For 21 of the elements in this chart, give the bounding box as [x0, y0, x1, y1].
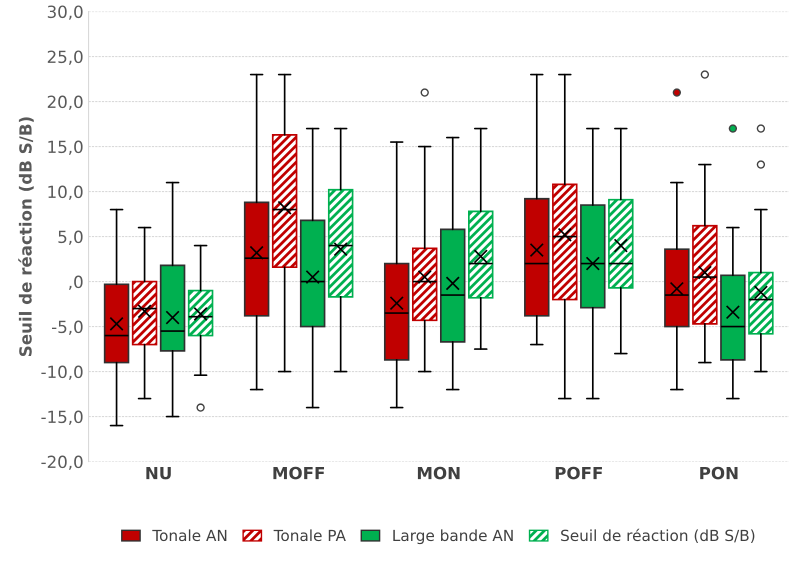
x-tick-label: MOFF: [273, 466, 324, 480]
y-tick-label: 20,0: [48, 96, 83, 110]
y-tick-label: 15,0: [48, 140, 83, 155]
y-tick-label: 10,0: [48, 186, 83, 200]
y-tick-label: -5,0: [52, 320, 83, 335]
x-tick-label: MON: [418, 466, 460, 480]
x-tick-label: NU: [146, 466, 171, 480]
y-tick-label: -20,0: [41, 456, 83, 470]
x-tick-label: POFF: [556, 466, 602, 480]
y-tick-label: 30,0: [48, 6, 83, 20]
y-tick-label: 5,0: [58, 230, 83, 245]
legend-label: Tonale PA: [274, 529, 346, 542]
legend-label: Seuil de réaction (dB S/B): [561, 528, 754, 543]
y-tick-label: ,0: [69, 276, 83, 290]
y-axis-title: Seuil de réaction (dB S/B): [18, 117, 34, 356]
y-tick-label: -10,0: [41, 366, 83, 380]
legend-label: Tonale AN: [152, 529, 226, 542]
y-tick-label: 25,0: [48, 50, 83, 65]
x-tick-label: PON: [700, 466, 738, 480]
y-tick-label: -15,0: [41, 410, 83, 425]
legend-label: Large bande AN: [393, 529, 513, 544]
